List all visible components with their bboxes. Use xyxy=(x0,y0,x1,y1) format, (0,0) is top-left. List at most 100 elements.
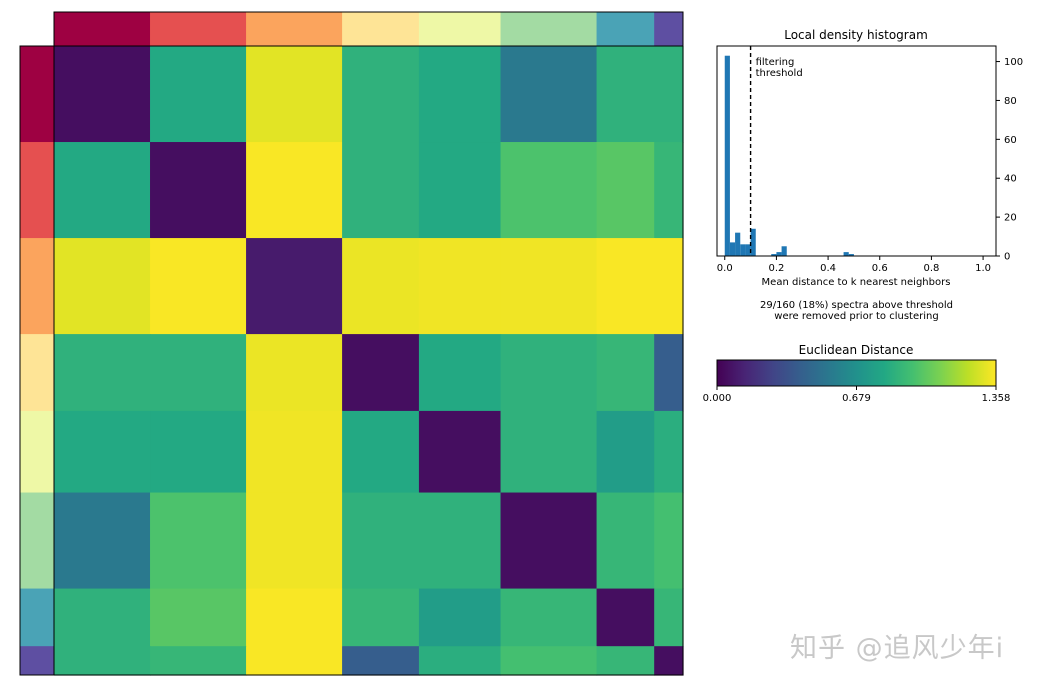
heatmap-block-1-0 xyxy=(54,142,151,239)
heatmap-block-7-4 xyxy=(418,646,502,676)
y-tick-label-5: 100 xyxy=(1004,57,1023,68)
heatmap-block-5-3 xyxy=(342,492,420,590)
top-cluster-swatch-2 xyxy=(246,12,343,46)
top-cluster-swatch-5 xyxy=(500,12,598,46)
annotation-line-0: 29/160 (18%) spectra above threshold xyxy=(760,300,953,311)
heatmap-block-6-3 xyxy=(342,588,420,647)
y-tick-label-4: 80 xyxy=(1004,96,1017,107)
heatmap-block-1-1 xyxy=(150,142,247,239)
heatmap-block-2-3 xyxy=(342,238,420,335)
heatmap-block-2-6 xyxy=(596,238,655,335)
left-cluster-swatch-3 xyxy=(20,334,54,412)
heatmap-block-5-6 xyxy=(596,492,655,590)
local-density-histogram: Local density histogram 0.0 0.2 0.4 0.6 0.8 1… xyxy=(716,28,1023,322)
heatmap-block-4-3 xyxy=(342,410,420,494)
heatmap-block-3-0 xyxy=(54,334,151,412)
histogram-bar-8 xyxy=(781,246,787,256)
heatmap-block-4-0 xyxy=(54,410,151,494)
heatmap-block-5-1 xyxy=(150,492,247,590)
heatmap-block-6-4 xyxy=(418,588,502,647)
histogram-bar-3 xyxy=(740,244,746,256)
x-tick-label-1: 0.2 xyxy=(768,263,784,274)
y-tick-label-0: 0 xyxy=(1004,252,1010,263)
histogram-bar-7 xyxy=(776,252,782,256)
heatmap-block-5-4 xyxy=(418,492,502,590)
y-tick-label-2: 40 xyxy=(1004,174,1017,185)
left-cluster-swatch-1 xyxy=(20,142,54,239)
left-cluster-color-bar xyxy=(19,45,55,676)
colorbar-gradient xyxy=(716,359,997,387)
heatmap-block-4-4 xyxy=(418,410,502,494)
histogram-frame xyxy=(716,45,997,257)
histogram-bars xyxy=(724,55,854,256)
heatmap-block-5-0 xyxy=(54,492,151,590)
heatmap-block-0-1 xyxy=(150,46,247,143)
heatmap-block-4-2 xyxy=(246,410,343,494)
heatmap-block-1-5 xyxy=(500,142,598,239)
histogram-bar-0 xyxy=(724,55,730,256)
heatmap-block-7-3 xyxy=(342,646,420,676)
colorbar-tick-label-1: 0.679 xyxy=(842,393,871,404)
top-bar-frame xyxy=(53,11,684,47)
heatmap-block-4-5 xyxy=(500,410,598,494)
heatmap-block-6-5 xyxy=(500,588,598,647)
colorbar: Euclidean Distance 0.000 0.679 1.358 xyxy=(703,343,1011,404)
heatmap-block-2-2 xyxy=(246,238,343,335)
heatmap-block-4-1 xyxy=(150,410,247,494)
heatmap-block-3-7 xyxy=(654,334,684,412)
x-tick-label-5: 1.0 xyxy=(975,263,991,274)
x-tick-label-4: 0.8 xyxy=(923,263,939,274)
heatmap-block-1-7 xyxy=(654,142,684,239)
distance-heatmap xyxy=(53,45,684,676)
top-cluster-swatch-0 xyxy=(54,12,151,46)
heatmap-block-1-4 xyxy=(418,142,502,239)
left-bar-frame xyxy=(19,45,55,676)
heatmap-block-5-2 xyxy=(246,492,343,590)
threshold-label-line-1: threshold xyxy=(756,68,803,79)
y-tick-label-3: 60 xyxy=(1004,135,1017,146)
histogram-bar-5 xyxy=(750,228,756,256)
heatmap-block-0-0 xyxy=(54,46,151,143)
left-cluster-swatch-7 xyxy=(20,646,54,676)
heatmap-block-3-1 xyxy=(150,334,247,412)
top-cluster-swatch-4 xyxy=(418,12,502,46)
histogram-x-ticks: 0.0 0.2 0.4 0.6 0.8 1.0 xyxy=(717,256,991,274)
watermark: 知乎 @追风少年i xyxy=(790,633,1005,664)
removal-annotation: 29/160 (18%) spectra above threshold were… xyxy=(760,300,953,322)
histogram-bar-9 xyxy=(843,252,849,256)
histogram-bar-10 xyxy=(848,254,854,256)
heatmap-block-1-3 xyxy=(342,142,420,239)
heatmap-block-0-4 xyxy=(418,46,502,143)
heatmap-block-7-1 xyxy=(150,646,247,676)
top-cluster-swatch-7 xyxy=(654,12,684,46)
histogram-title: Local density histogram xyxy=(784,28,928,42)
histogram-bar-1 xyxy=(729,242,736,256)
heatmap-block-6-1 xyxy=(150,588,247,647)
heatmap-block-0-2 xyxy=(246,46,343,143)
colorbar-tick-label-2: 1.358 xyxy=(982,393,1011,404)
heatmap-block-7-0 xyxy=(54,646,151,676)
heatmap-block-0-5 xyxy=(500,46,598,143)
heatmap-block-7-6 xyxy=(596,646,655,676)
histogram-bar-4 xyxy=(745,244,751,256)
heatmap-block-0-3 xyxy=(342,46,420,143)
left-cluster-swatch-2 xyxy=(20,238,54,335)
heatmap-block-6-0 xyxy=(54,588,151,647)
left-cluster-swatch-4 xyxy=(20,410,54,494)
histogram-bar-6 xyxy=(771,254,777,256)
histogram-y-ticks: 0 20 40 60 80 100 xyxy=(996,57,1023,263)
heatmap-block-5-7 xyxy=(654,492,684,590)
heatmap-block-3-5 xyxy=(500,334,598,412)
heatmap-block-2-1 xyxy=(150,238,247,335)
histogram-x-label: Mean distance to k nearest neighbors xyxy=(762,277,951,288)
top-cluster-swatch-3 xyxy=(342,12,420,46)
colorbar-tick-label-0: 0.000 xyxy=(703,393,732,404)
left-cluster-swatch-5 xyxy=(20,492,54,590)
y-tick-label-1: 20 xyxy=(1004,213,1017,224)
heatmap-block-5-5 xyxy=(500,492,598,590)
colorbar-ticks: 0.000 0.679 1.358 xyxy=(703,386,1011,404)
left-cluster-swatch-6 xyxy=(20,588,54,647)
x-tick-label-2: 0.4 xyxy=(820,263,836,274)
heatmap-block-7-5 xyxy=(500,646,598,676)
heatmap-block-0-6 xyxy=(596,46,655,143)
